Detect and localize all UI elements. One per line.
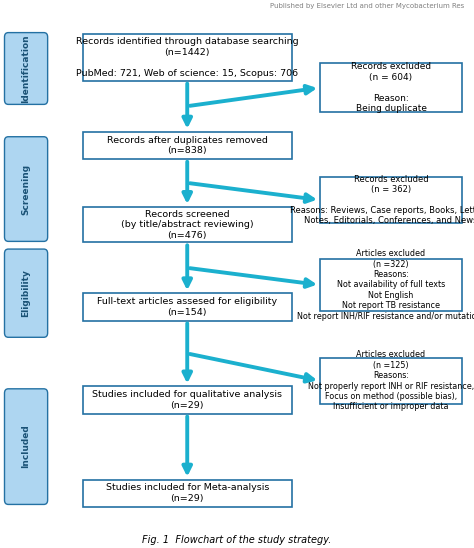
FancyBboxPatch shape [5,137,47,241]
Text: Records screened
(by title/abstract reviewing)
(n=476): Records screened (by title/abstract revi… [121,210,254,239]
Text: Studies included for Meta-analysis
(n=29): Studies included for Meta-analysis (n=29… [106,483,269,503]
Text: Articles excluded
(n =322)
Reasons:
Not availability of full texts
Not English
N: Articles excluded (n =322) Reasons: Not … [297,249,474,321]
FancyBboxPatch shape [83,132,292,159]
FancyBboxPatch shape [83,386,292,414]
FancyBboxPatch shape [320,176,462,224]
Text: Full-text articles assesed for eligibility
(n=154): Full-text articles assesed for eligibili… [97,297,277,317]
FancyBboxPatch shape [5,33,47,104]
Text: Included: Included [22,425,30,469]
Text: Records identified through database searching
(n=1442)

PubMed: 721, Web of scie: Records identified through database sear… [76,37,299,78]
FancyBboxPatch shape [83,293,292,321]
FancyBboxPatch shape [5,389,47,504]
Text: Records after duplicates removed
(n=838): Records after duplicates removed (n=838) [107,135,268,155]
Text: Published by Elsevier Ltd and other Mycobacterium Res: Published by Elsevier Ltd and other Myco… [270,3,465,9]
Text: Articles excluded
(n =125)
Reasons:
Not properly report INH or RIF resistance,
F: Articles excluded (n =125) Reasons: Not … [308,350,474,412]
FancyBboxPatch shape [320,63,462,112]
Text: Eligibility: Eligibility [22,269,30,317]
Text: Identification: Identification [22,34,30,103]
FancyBboxPatch shape [83,480,292,507]
Text: Fig. 1  Flowchart of the study strategy.: Fig. 1 Flowchart of the study strategy. [142,535,332,545]
FancyBboxPatch shape [83,207,292,242]
Text: Records excluded
(n = 362)

Reasons: Reviews, Case reports, Books, Letters,
Note: Records excluded (n = 362) Reasons: Revi… [290,175,474,225]
FancyBboxPatch shape [320,358,462,404]
FancyBboxPatch shape [83,34,292,81]
Text: Screening: Screening [22,163,30,215]
FancyBboxPatch shape [5,249,47,337]
Text: Studies included for qualitative analysis
(n=29): Studies included for qualitative analysi… [92,390,282,410]
FancyBboxPatch shape [320,259,462,311]
Text: Records excluded
(n = 604)

Reason:
Being duplicate: Records excluded (n = 604) Reason: Being… [351,62,431,113]
